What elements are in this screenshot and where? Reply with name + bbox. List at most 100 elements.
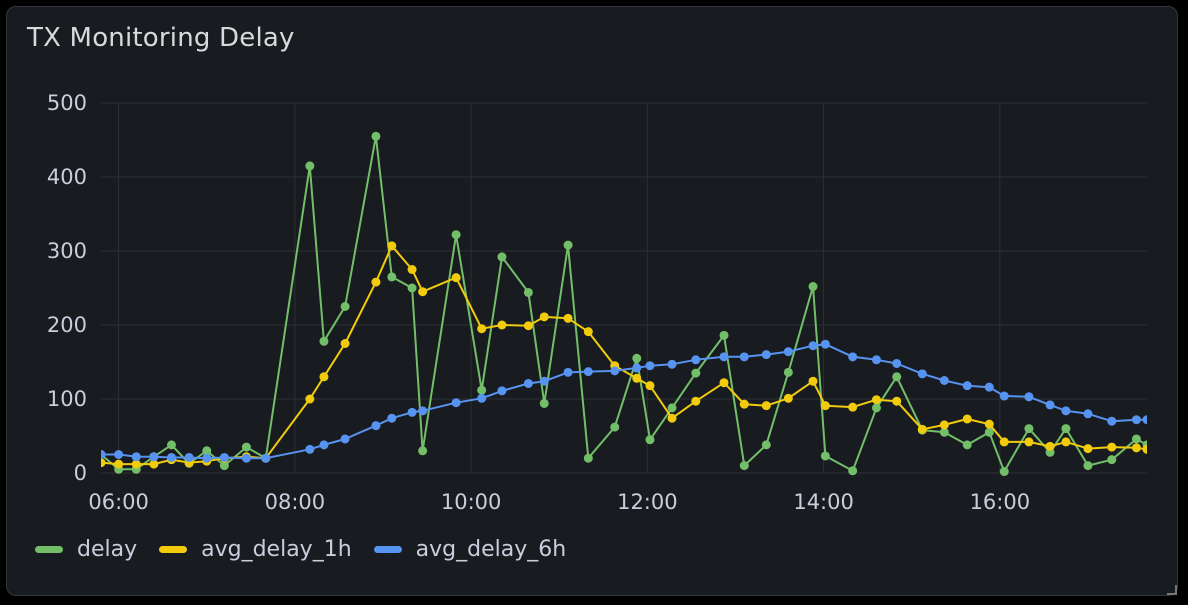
data-point-avg_delay_1h (984, 419, 994, 429)
data-point-avg_delay_6h (497, 386, 507, 396)
data-point-avg_delay_1h (477, 324, 487, 334)
data-point-delay (739, 461, 749, 471)
data-point-avg_delay_6h (319, 440, 329, 450)
legend-item-avg_delay_6h[interactable]: avg_delay_6h (373, 537, 567, 562)
legend-item-avg_delay_1h[interactable]: avg_delay_1h (159, 537, 352, 562)
x-tick-label: 16:00 (970, 490, 1031, 514)
data-point-avg_delay_1h (305, 394, 315, 404)
data-point-delay (1131, 434, 1141, 444)
data-point-delay (820, 451, 830, 461)
data-point-delay (1083, 461, 1093, 471)
data-point-avg_delay_1h (999, 437, 1009, 447)
x-tick-label: 08:00 (265, 490, 326, 514)
data-point-avg_delay_1h (387, 241, 397, 251)
legend-item-delay[interactable]: delay (35, 537, 137, 562)
data-point-delay (497, 252, 507, 262)
data-point-avg_delay_1h (583, 327, 593, 337)
data-point-avg_delay_6h (418, 406, 428, 416)
data-point-avg_delay_1h (1024, 437, 1034, 447)
data-point-avg_delay_1h (739, 399, 749, 409)
data-point-avg_delay_1h (1107, 442, 1117, 452)
data-point-delay (1107, 455, 1117, 465)
resize-handle-icon[interactable] (1167, 585, 1177, 595)
x-tick-label: 12:00 (617, 490, 678, 514)
data-point-avg_delay_6h (719, 352, 729, 362)
data-point-avg_delay_1h (1045, 441, 1055, 451)
legend-swatch (373, 546, 402, 553)
x-tick-label: 10:00 (441, 490, 502, 514)
data-point-delay (319, 336, 329, 346)
data-point-avg_delay_1h (691, 396, 701, 406)
y-tick-label: 100 (47, 387, 87, 411)
data-point-delay (632, 353, 642, 363)
data-point-avg_delay_1h (892, 396, 902, 406)
data-point-avg_delay_6h (149, 452, 159, 462)
data-point-avg_delay_6h (645, 361, 655, 371)
data-point-delay (645, 435, 655, 445)
data-point-avg_delay_1h (1142, 444, 1147, 454)
data-point-avg_delay_1h (783, 393, 793, 403)
data-point-avg_delay_1h (632, 373, 642, 383)
data-point-avg_delay_6h (691, 355, 701, 365)
data-point-avg_delay_1h (1083, 444, 1093, 454)
data-point-avg_delay_6h (202, 453, 212, 463)
series-avg_delay_1h (101, 241, 1147, 469)
data-point-delay (418, 446, 428, 456)
data-point-avg_delay_1h (667, 413, 677, 423)
data-point-avg_delay_1h (563, 313, 573, 323)
chart-panel: TX Monitoring Delay 0 100 200 300 400 500 06:… (6, 6, 1178, 596)
data-point-delay (371, 131, 381, 141)
data-point-delay (219, 461, 229, 471)
data-point-delay (719, 330, 729, 340)
data-point-delay (477, 385, 487, 395)
data-point-avg_delay_1h (1131, 443, 1141, 453)
data-point-avg_delay_6h (984, 382, 994, 392)
data-point-avg_delay_1h (101, 458, 106, 468)
data-point-delay (984, 427, 994, 437)
data-point-avg_delay_6h (667, 359, 677, 369)
data-point-avg_delay_6h (1061, 406, 1071, 416)
data-point-avg_delay_6h (184, 452, 194, 462)
data-point-avg_delay_6h (407, 407, 417, 417)
data-point-avg_delay_6h (1083, 409, 1093, 419)
data-point-avg_delay_1h (131, 459, 141, 469)
data-point-delay (340, 302, 350, 311)
legend-swatch (159, 546, 188, 553)
data-point-delay (783, 367, 793, 377)
data-point-delay (407, 283, 417, 293)
data-point-avg_delay_1h (340, 339, 350, 348)
data-point-avg_delay_6h (1131, 415, 1141, 425)
data-point-avg_delay_1h (539, 312, 549, 322)
data-point-avg_delay_1h (418, 287, 428, 297)
data-point-avg_delay_6h (131, 452, 141, 462)
y-tick-label: 400 (47, 165, 87, 189)
data-point-delay (999, 467, 1009, 477)
legend-swatch (35, 546, 63, 553)
series-delay (101, 131, 1147, 477)
data-point-avg_delay_6h (563, 367, 573, 377)
series-avg_delay_6h (101, 339, 1147, 463)
data-point-avg_delay_1h (319, 372, 329, 382)
y-tick-label: 0 (74, 461, 87, 485)
data-point-avg_delay_6h (1024, 392, 1034, 402)
y-tick-label: 500 (47, 91, 87, 115)
data-point-delay (1061, 424, 1071, 434)
data-point-avg_delay_6h (387, 413, 397, 423)
data-point-delay (166, 440, 176, 450)
data-point-avg_delay_1h (1061, 437, 1071, 447)
data-point-delay (563, 240, 573, 250)
panel-title: TX Monitoring Delay (27, 23, 295, 53)
data-point-delay (523, 287, 533, 297)
y-tick-label: 200 (47, 313, 87, 337)
data-point-delay (305, 161, 315, 171)
data-point-avg_delay_6h (114, 450, 124, 459)
data-point-avg_delay_1h (149, 459, 159, 469)
data-point-avg_delay_6h (892, 358, 902, 368)
data-point-delay (539, 398, 549, 408)
data-point-delay (962, 440, 972, 450)
x-tick-label: 14:00 (793, 490, 854, 514)
legend-label: avg_delay_6h (415, 537, 567, 562)
data-point-avg_delay_6h (632, 363, 642, 373)
data-point-avg_delay_6h (451, 398, 461, 408)
data-point-delay (202, 446, 212, 456)
